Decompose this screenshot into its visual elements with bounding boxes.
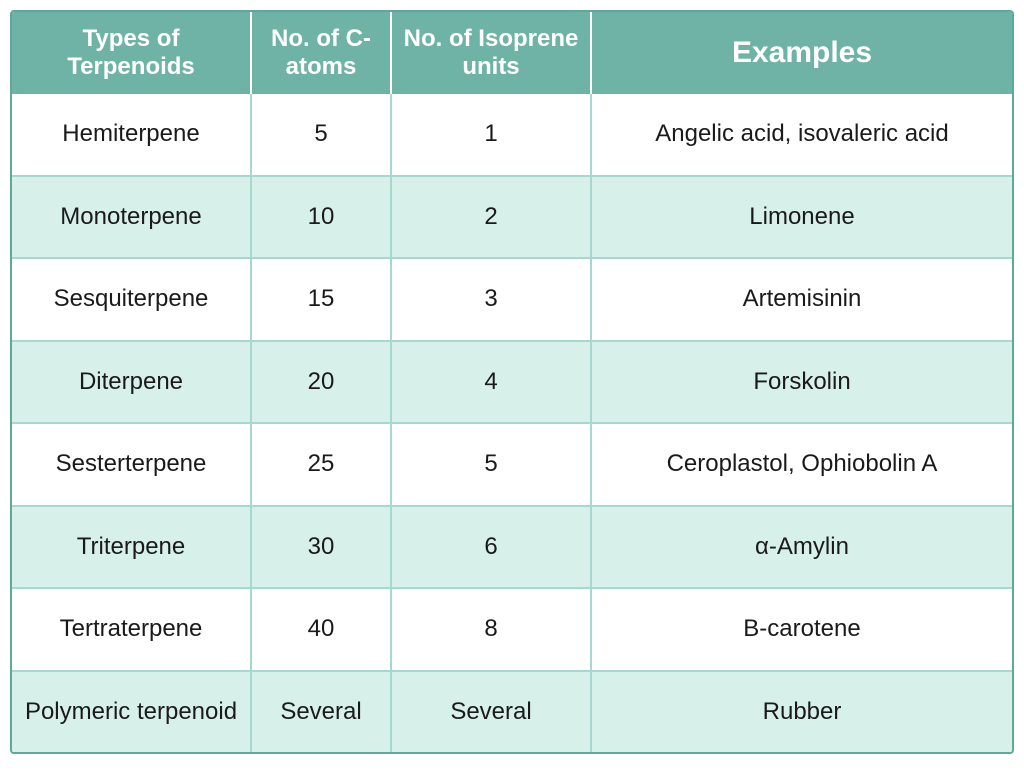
- cell-type: Hemiterpene: [12, 94, 252, 174]
- cell-carbons: 5: [252, 94, 392, 174]
- cell-type: Triterpene: [12, 507, 252, 587]
- cell-examples: B-carotene: [592, 589, 1012, 669]
- cell-type: Tertraterpene: [12, 589, 252, 669]
- cell-type: Monoterpene: [12, 177, 252, 257]
- table-body: Hemiterpene51Angelic acid, isovaleric ac…: [12, 94, 1012, 752]
- table-header-row: Types of TerpenoidsNo. of C-atomsNo. of …: [12, 12, 1012, 94]
- table-row: Tertraterpene408B-carotene: [12, 589, 1012, 671]
- cell-isoprene: 2: [392, 177, 592, 257]
- table-row: Hemiterpene51Angelic acid, isovaleric ac…: [12, 94, 1012, 176]
- table-row: Triterpene306α-Amylin: [12, 507, 1012, 589]
- cell-carbons: 10: [252, 177, 392, 257]
- terpenoid-table: Types of TerpenoidsNo. of C-atomsNo. of …: [10, 10, 1014, 754]
- cell-isoprene: 8: [392, 589, 592, 669]
- cell-carbons: 25: [252, 424, 392, 504]
- cell-carbons: 15: [252, 259, 392, 339]
- column-header-examples: Examples: [592, 12, 1012, 94]
- cell-examples: Rubber: [592, 672, 1012, 752]
- cell-carbons: Several: [252, 672, 392, 752]
- cell-type: Sesquiterpene: [12, 259, 252, 339]
- table-row: Polymeric terpenoidSeveralSeveralRubber: [12, 672, 1012, 752]
- cell-carbons: 20: [252, 342, 392, 422]
- cell-examples: Ceroplastol, Ophiobolin A: [592, 424, 1012, 504]
- cell-examples: Artemisinin: [592, 259, 1012, 339]
- cell-isoprene: 3: [392, 259, 592, 339]
- cell-examples: α-Amylin: [592, 507, 1012, 587]
- cell-isoprene: 4: [392, 342, 592, 422]
- cell-isoprene: 5: [392, 424, 592, 504]
- cell-examples: Forskolin: [592, 342, 1012, 422]
- column-header-isoprene: No. of Isoprene units: [392, 12, 592, 94]
- cell-type: Diterpene: [12, 342, 252, 422]
- cell-isoprene: 6: [392, 507, 592, 587]
- cell-examples: Angelic acid, isovaleric acid: [592, 94, 1012, 174]
- table-row: Sesterterpene255Ceroplastol, Ophiobolin …: [12, 424, 1012, 506]
- cell-isoprene: Several: [392, 672, 592, 752]
- cell-carbons: 40: [252, 589, 392, 669]
- table-row: Diterpene204Forskolin: [12, 342, 1012, 424]
- column-header-type: Types of Terpenoids: [12, 12, 252, 94]
- cell-carbons: 30: [252, 507, 392, 587]
- cell-type: Polymeric terpenoid: [12, 672, 252, 752]
- cell-examples: Limonene: [592, 177, 1012, 257]
- column-header-carbons: No. of C-atoms: [252, 12, 392, 94]
- table-row: Sesquiterpene153Artemisinin: [12, 259, 1012, 341]
- cell-type: Sesterterpene: [12, 424, 252, 504]
- cell-isoprene: 1: [392, 94, 592, 174]
- table-row: Monoterpene102Limonene: [12, 177, 1012, 259]
